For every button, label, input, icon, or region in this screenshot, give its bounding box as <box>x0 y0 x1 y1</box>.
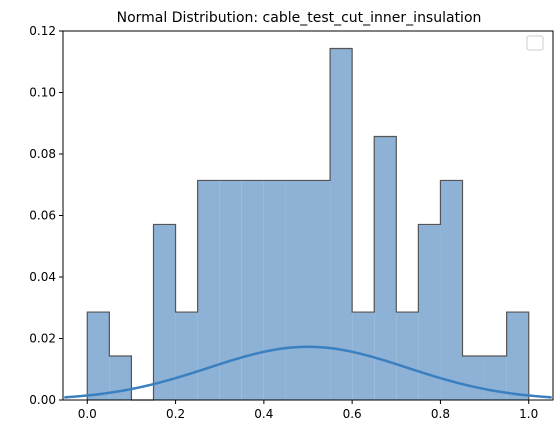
normal-distribution-curve <box>63 345 553 399</box>
x-axis-ticks: 0.0 0.2 0.4 0.6 0.8 1.0 <box>78 400 538 421</box>
histogram-bar <box>87 312 110 400</box>
y-tick-label: 0.02 <box>29 332 56 346</box>
histogram-bar <box>330 48 353 401</box>
y-axis-ticks: 0.00 0.02 0.04 0.06 0.08 0.10 0.12 <box>29 24 63 407</box>
histogram-bar <box>175 312 198 400</box>
y-tick-label: 0.06 <box>29 209 56 223</box>
histogram-bar <box>197 180 220 400</box>
histogram-bar <box>506 312 529 400</box>
histogram-bars <box>87 48 529 401</box>
x-tick-label: 0.4 <box>254 407 273 421</box>
histogram-bar <box>440 180 463 400</box>
histogram-bar <box>374 136 397 400</box>
histogram-bar <box>153 224 176 400</box>
x-tick-label: 0.6 <box>343 407 362 421</box>
x-tick-label: 0.8 <box>431 407 450 421</box>
chart-title: Normal Distribution: cable_test_cut_inne… <box>117 10 482 26</box>
legend-box <box>526 35 544 51</box>
y-tick-label: 0.08 <box>29 147 56 161</box>
histogram-bar <box>263 180 286 400</box>
histogram-bar <box>308 180 331 400</box>
histogram-bar <box>285 180 308 400</box>
histogram-bar <box>352 312 375 400</box>
x-tick-label: 0.0 <box>78 407 97 421</box>
histogram-bar <box>462 356 485 400</box>
histogram-bar <box>396 312 419 400</box>
y-tick-label: 0.00 <box>29 393 56 407</box>
x-tick-label: 0.2 <box>166 407 185 421</box>
histogram-bar <box>418 224 441 400</box>
x-tick-label: 1.0 <box>519 407 538 421</box>
histogram-bar <box>219 180 242 400</box>
y-tick-label: 0.10 <box>29 86 56 100</box>
histogram-bar <box>241 180 264 400</box>
y-tick-label: 0.12 <box>29 24 56 38</box>
normal-curve-layer <box>63 345 553 399</box>
y-tick-label: 0.04 <box>29 270 56 284</box>
